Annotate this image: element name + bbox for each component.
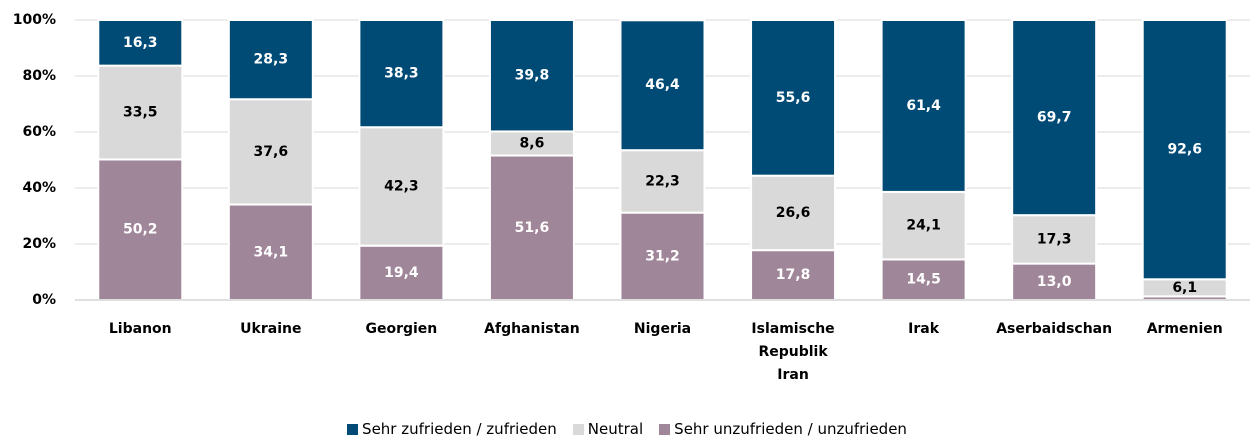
y-tick-label: 20% [22, 236, 56, 252]
data-label: 28,3 [254, 52, 289, 68]
data-label: 16,3 [123, 35, 158, 51]
y-tick-label: 80% [22, 68, 56, 84]
data-label: 31,2 [645, 248, 680, 264]
bar-segment [97, 19, 184, 67]
bar-segment [1141, 19, 1228, 281]
x-tick-wrap: Irak [844, 318, 1004, 341]
data-label: 22,3 [645, 173, 680, 189]
x-tick-wrap: Libanon [60, 318, 220, 341]
bar-segment [358, 19, 445, 129]
bar-segment [750, 19, 837, 177]
x-tick-wrap: Ukraine [191, 318, 351, 341]
bar-segment [227, 98, 314, 206]
data-label: 37,6 [254, 144, 289, 160]
data-label: 6,1 [1172, 280, 1197, 296]
data-label: 34,1 [254, 244, 289, 260]
data-label: 46,4 [645, 77, 680, 93]
x-tick-label: Ukraine [240, 321, 302, 337]
data-label: 50,2 [123, 222, 158, 238]
data-label: 61,4 [906, 98, 941, 114]
legend-swatch [659, 423, 671, 435]
y-tick-label: 60% [22, 124, 56, 140]
bar-segment [1011, 19, 1098, 217]
data-label: 55,6 [776, 90, 811, 106]
bar-segment [488, 154, 575, 301]
data-label: 13,0 [1037, 274, 1072, 290]
data-label: 42,3 [384, 178, 419, 194]
bar-segment [488, 19, 575, 133]
x-tick-label: Nigeria [633, 321, 692, 337]
bar-segment [1011, 214, 1098, 265]
data-label: 33,5 [123, 105, 158, 121]
bar-segment [358, 126, 445, 247]
legend-item: Sehr zufrieden / zufrieden [347, 420, 557, 438]
bar-segment [750, 249, 837, 302]
data-label: 39,8 [515, 68, 550, 84]
legend-label: Neutral [587, 420, 644, 438]
legend-item: Sehr unzufrieden / unzufrieden [659, 420, 907, 438]
bar-segment [358, 244, 445, 301]
x-tick-label: Aserbaidschan [996, 321, 1113, 337]
x-tick-label: Georgien [365, 321, 438, 337]
data-label: 51,6 [515, 220, 550, 236]
legend-label: Sehr zufrieden / zufrieden [362, 420, 557, 438]
legend-label: Sehr unzufrieden / unzufrieden [674, 420, 907, 438]
data-label: 24,1 [906, 218, 941, 234]
x-tick-wrap: Aserbaidschan [974, 318, 1134, 341]
legend: Sehr zufrieden / zufrieden Neutral Sehr un… [0, 420, 1254, 438]
data-label: 14,5 [906, 272, 941, 288]
data-label: 19,4 [384, 265, 419, 281]
x-tick-wrap: Georgien [321, 318, 481, 341]
x-tick-label: Armenien [1146, 321, 1223, 337]
bar-segment [1011, 262, 1098, 302]
bar-segment [619, 19, 706, 152]
bar-segment [97, 64, 184, 161]
data-label: 38,3 [384, 66, 419, 82]
bar-segment [488, 130, 575, 157]
bar-segment [227, 19, 314, 101]
x-tick-wrap: Nigeria [583, 318, 743, 341]
y-tick-label: 40% [22, 180, 56, 196]
plot: 0% 20% 40% 60% 80% 100% 50,2 33,5 16,3 34,1 37,6 28… [13, 12, 1250, 308]
legend-swatch [347, 423, 359, 435]
legend-swatch [572, 423, 584, 435]
x-tick-label: Libanon [108, 321, 172, 337]
y-tick-label: 100% [13, 12, 56, 28]
x-tick-label: Afghanistan [484, 321, 580, 337]
data-label: 26,6 [776, 205, 811, 221]
bar-segment [619, 211, 706, 301]
bar-segment [880, 19, 967, 193]
data-label: 17,8 [776, 267, 811, 283]
bar-segment [619, 149, 706, 214]
y-tick-label: 0% [32, 292, 56, 308]
x-tick-label: Irak [908, 321, 940, 337]
x-tick-wrap: Afghanistan [452, 318, 612, 341]
legend-item: Neutral [572, 420, 644, 438]
x-tick-label: Islamische Republik Iran [751, 321, 835, 383]
data-label: 69,7 [1037, 110, 1072, 126]
x-tick-wrap: Armenien [1105, 318, 1254, 341]
x-tick-wrap: Islamische Republik Iran [713, 318, 873, 387]
data-label: 92,6 [1167, 142, 1202, 158]
data-label: 8,6 [520, 135, 545, 151]
data-label: 17,3 [1037, 231, 1072, 247]
